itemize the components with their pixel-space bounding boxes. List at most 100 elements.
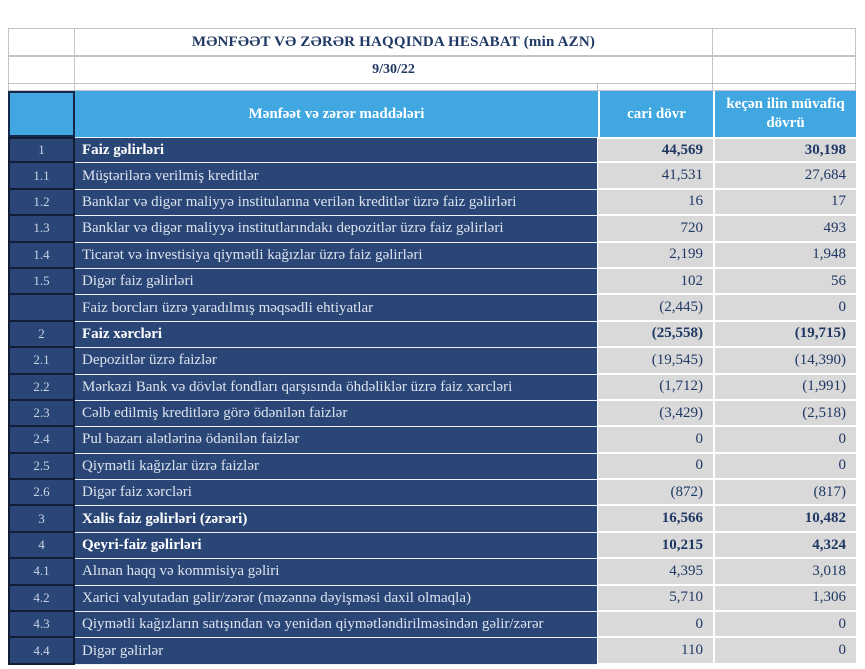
- table-row: 2.3 Cəlb edilmiş kreditlərə görə ödənilə…: [8, 400, 856, 428]
- table-row: 1.5 Digər faiz gəlirləri 102 56: [8, 268, 856, 296]
- row-value-prior: 0: [713, 453, 856, 481]
- row-number: 2.6: [8, 480, 75, 507]
- report-date: 9/30/22: [372, 62, 415, 77]
- header-items-column: Mənfəət və zərər maddələri: [75, 91, 598, 137]
- row-number: 4.4: [8, 638, 75, 665]
- row-value-current: (2,445): [598, 295, 713, 322]
- row-value-prior: 10,482: [713, 506, 856, 533]
- row-number: 1.2: [8, 189, 75, 217]
- table-row: 1.3 Banklar və digər maliyyə institutlar…: [8, 216, 856, 243]
- table-row: 2.5 Qiymətli kağızlar üzrə faizlər 0 0: [8, 453, 856, 481]
- row-number: [8, 295, 75, 322]
- row-label: Qeyri-faiz gəlirləri: [75, 532, 598, 560]
- row-label: Cəlb edilmiş kreditlərə görə ödənilən fa…: [75, 400, 598, 428]
- row-label: Digər faiz gəlirləri: [75, 268, 598, 296]
- row-value-prior: 30,198: [713, 137, 856, 164]
- profit-loss-table: MƏNFƏƏT VƏ ZƏRƏR HAQQINDA HESABAT (min A…: [8, 28, 856, 665]
- table-row: 4 Qeyri-faiz gəlirləri 10,215 4,324: [8, 532, 856, 560]
- row-value-prior: (1,991): [713, 374, 856, 401]
- row-value-current: 110: [598, 638, 713, 665]
- row-value-prior: 4,324: [713, 532, 856, 560]
- spacer-cell: [8, 84, 75, 91]
- row-number: 1: [8, 137, 75, 164]
- row-value-prior: 493: [713, 216, 856, 243]
- row-label: Digər faiz xərcləri: [75, 480, 598, 507]
- table-row: 1 Faiz gəlirləri 44,569 30,198: [8, 137, 856, 164]
- table-row: 2.4 Pul bazarı alətlərinə ödənilən faizl…: [8, 427, 856, 454]
- table-row: 4.3 Qiymətli kağızların satışından və ye…: [8, 612, 856, 639]
- row-label: Qiymətli kağızlar üzrə faizlər: [75, 453, 598, 481]
- table-row: 1.2 Banklar və digər maliyyə instituları…: [8, 189, 856, 217]
- row-label: Digər gəlirlər: [75, 638, 598, 665]
- row-value-current: 0: [598, 453, 713, 481]
- table-body: 1 Faiz gəlirləri 44,569 30,198 1.1 Müştə…: [8, 137, 856, 665]
- table-row: 2.6 Digər faiz xərcləri (872) (817): [8, 480, 856, 507]
- row-value-current: 16: [598, 189, 713, 217]
- row-number: 2.3: [8, 400, 75, 428]
- title-row-right-cell: [713, 28, 856, 56]
- row-value-prior: 0: [713, 295, 856, 322]
- row-value-current: 102: [598, 268, 713, 296]
- row-value-prior: (19,715): [713, 321, 856, 349]
- row-label: Faiz borcları üzrə yaradılmış məqsədli e…: [75, 295, 598, 322]
- spacer-cell: [598, 84, 713, 91]
- row-value-current: 720: [598, 216, 713, 243]
- row-value-prior: 17: [713, 189, 856, 217]
- row-label: Mərkəzi Bank və dövlət fondları qarşısın…: [75, 374, 598, 401]
- row-label: Faiz xərcləri: [75, 321, 598, 349]
- row-label: Qiymətli kağızların satışından və yenidə…: [75, 612, 598, 639]
- row-number: 2.5: [8, 453, 75, 481]
- row-value-prior: 1,306: [713, 585, 856, 613]
- title-row: MƏNFƏƏT VƏ ZƏRƏR HAQQINDA HESABAT (min A…: [8, 28, 856, 56]
- row-number: 1.3: [8, 216, 75, 243]
- report-title: MƏNFƏƏT VƏ ZƏRƏR HAQQINDA HESABAT (min A…: [191, 33, 596, 50]
- row-number: 2: [8, 321, 75, 349]
- table-row: 2.1 Depozitlər üzrə faizlər (19,545) (14…: [8, 348, 856, 375]
- row-value-current: 0: [598, 427, 713, 454]
- row-label: Pul bazarı alətlərinə ödənilən faizlər: [75, 427, 598, 454]
- row-number: 1.4: [8, 242, 75, 269]
- row-value-current: 0: [598, 612, 713, 639]
- row-number: 2.1: [8, 348, 75, 375]
- row-label: Banklar və digər maliyyə institularına v…: [75, 189, 598, 217]
- row-label: Müştərilərə verilmiş kreditlər: [75, 163, 598, 190]
- table-row: 2 Faiz xərcləri (25,558) (19,715): [8, 321, 856, 349]
- row-value-current: (19,545): [598, 348, 713, 375]
- row-number: 2.4: [8, 427, 75, 454]
- date-row-right-cell: [713, 56, 856, 84]
- row-value-current: (3,429): [598, 400, 713, 428]
- row-value-prior: 1,948: [713, 242, 856, 269]
- row-number: 3: [8, 506, 75, 533]
- row-value-current: 10,215: [598, 532, 713, 560]
- table-row: 4.2 Xarici valyutadan gəlir/zərər (məzən…: [8, 585, 856, 613]
- spacer-cell: [713, 84, 856, 91]
- row-number: 4.1: [8, 559, 75, 586]
- row-value-prior: 0: [713, 638, 856, 665]
- report-date-cell: 9/30/22: [75, 56, 713, 84]
- row-value-prior: 56: [713, 268, 856, 296]
- row-value-current: 16,566: [598, 506, 713, 533]
- header-corner-cell: [8, 91, 75, 137]
- table-row: 2.2 Mərkəzi Bank və dövlət fondları qarş…: [8, 374, 856, 401]
- date-row: 9/30/22: [8, 56, 856, 84]
- row-number: 1.1: [8, 163, 75, 190]
- title-row-left-cell: [8, 28, 75, 56]
- row-value-prior: (14,390): [713, 348, 856, 375]
- row-value-current: (872): [598, 480, 713, 507]
- header-prior-period-column: keçən ilin müvafiq dövrü: [713, 91, 856, 137]
- column-header-row: Mənfəət və zərər maddələri cari dövr keç…: [8, 91, 856, 137]
- row-value-prior: 0: [713, 427, 856, 454]
- spacer-cell: [75, 84, 598, 91]
- row-value-prior: 0: [713, 612, 856, 639]
- row-label: Ticarət və investisiya qiymətli kağızlar…: [75, 242, 598, 269]
- header-current-period-column: cari dövr: [598, 91, 713, 137]
- row-number: 4.2: [8, 585, 75, 613]
- row-value-prior: 27,684: [713, 163, 856, 190]
- row-value-current: 41,531: [598, 163, 713, 190]
- row-value-current: 5,710: [598, 585, 713, 613]
- table-row: 1.1 Müştərilərə verilmiş kreditlər 41,53…: [8, 163, 856, 190]
- row-value-prior: (2,518): [713, 400, 856, 428]
- row-value-prior: (817): [713, 480, 856, 507]
- row-number: 4.3: [8, 612, 75, 639]
- row-value-current: (1,712): [598, 374, 713, 401]
